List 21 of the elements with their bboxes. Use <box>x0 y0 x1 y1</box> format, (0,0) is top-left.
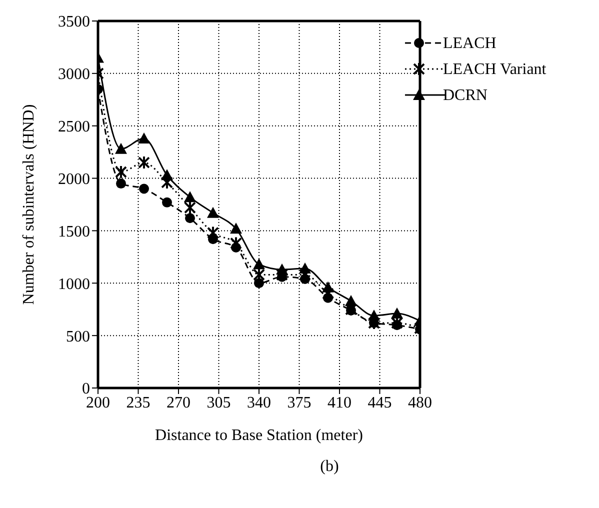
x-tick-label: 375 <box>287 394 312 412</box>
text: (b) <box>319 458 340 476</box>
x-tick-label: 270 <box>166 394 190 412</box>
legend-label: LEACH <box>443 35 497 52</box>
x-tick-label: 340 <box>247 394 271 412</box>
y-tick-label: 2000 <box>58 170 90 188</box>
legend-label: LEACH Variant <box>443 61 547 78</box>
y-axis-title: Number of subintervals (HND) <box>20 104 38 305</box>
x-tick-label: 410 <box>328 394 352 412</box>
x-axis-title: Distance to Base Station (meter) <box>155 427 363 444</box>
y-tick-label: 3000 <box>58 66 90 84</box>
y-tick-label: 3500 <box>58 14 90 31</box>
legend-label: DCRN <box>443 87 488 104</box>
x-tick-label: 480 <box>408 394 432 412</box>
x-tick-label: 235 <box>126 394 150 412</box>
y-tick-label: 1500 <box>58 223 90 240</box>
y-tick-label: 500 <box>66 328 90 346</box>
x-tick-label: 445 <box>368 394 392 412</box>
y-tick-label: 2500 <box>58 118 90 136</box>
y-tick-label: 1000 <box>58 276 90 293</box>
x-tick-label: 305 <box>206 394 231 412</box>
